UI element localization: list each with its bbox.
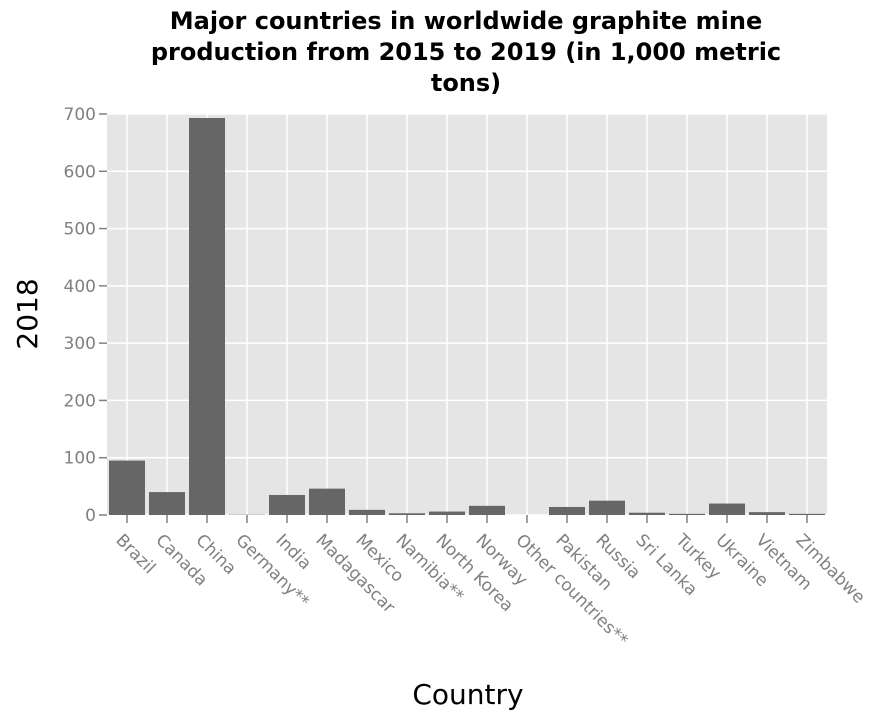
plot-background [107, 114, 827, 515]
bar [469, 505, 505, 515]
y-tick-label: 0 [85, 506, 96, 526]
bar [309, 488, 345, 515]
y-tick-label: 300 [64, 334, 96, 354]
bar [589, 500, 625, 515]
chart-title-line-2: production from 2015 to 2019 (in 1,000 m… [150, 38, 782, 66]
y-tick-label: 700 [64, 105, 96, 125]
x-axis-title: Country [412, 678, 523, 711]
y-tick-label: 500 [64, 220, 96, 240]
y-tick-label: 400 [64, 277, 96, 297]
y-axis-ticks: 0 100 200 300 400 500 600 700 [64, 105, 107, 526]
chart-title-line-3: tons) [430, 69, 502, 97]
bar [349, 509, 385, 515]
bar [709, 503, 745, 515]
y-tick-label: 100 [64, 449, 96, 469]
bar [189, 118, 225, 515]
x-axis-ticks: BrazilCanadaChinaGermany**IndiaMadagasca… [111, 515, 869, 650]
bar [629, 512, 665, 515]
bar [109, 460, 145, 515]
bar [269, 494, 305, 515]
chart-title: Major countries in worldwide graphite mi… [0, 6, 890, 99]
y-tick-label: 600 [64, 162, 96, 182]
bar [429, 511, 465, 515]
chart-title-line-1: Major countries in worldwide graphite mi… [169, 7, 763, 35]
bar [549, 506, 585, 515]
x-tick-label: Brazil [111, 530, 159, 578]
bar [669, 513, 705, 515]
bar [389, 513, 425, 515]
bar [789, 513, 825, 515]
bar [749, 512, 785, 515]
bar [149, 492, 185, 515]
bars [109, 118, 825, 515]
y-tick-label: 200 [64, 391, 96, 411]
y-axis-title: 2018 [11, 278, 44, 349]
